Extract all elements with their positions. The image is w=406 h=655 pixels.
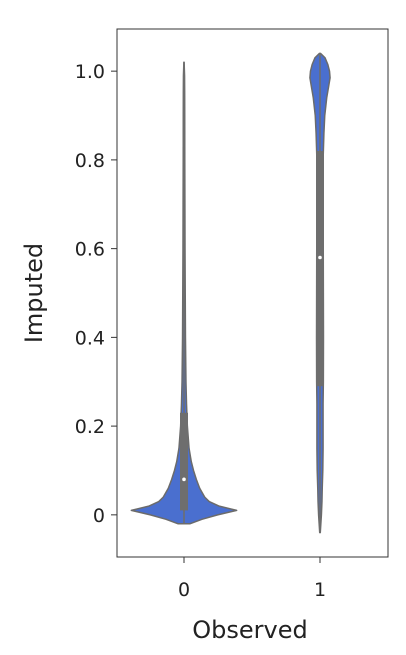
- iqr-box-0: [180, 412, 188, 511]
- y-axis: 0 0.2 0.4 0.6 0.8 1.0: [75, 61, 117, 527]
- y-tick-label: 0.8: [75, 150, 105, 172]
- median-marker-0: [182, 477, 186, 482]
- iqr-box-1: [316, 151, 324, 387]
- x-tick-label: 1: [314, 579, 326, 601]
- y-tick-label: 0.4: [75, 327, 105, 349]
- boxes-layer: [180, 53, 324, 533]
- y-tick-label: 0: [93, 505, 105, 527]
- y-tick-label: 0.6: [75, 239, 105, 261]
- y-tick-label: 0.2: [75, 416, 105, 438]
- median-marker-1: [318, 255, 322, 260]
- plot-frame: [116, 28, 389, 558]
- y-tick-label: 1.0: [75, 61, 105, 83]
- y-axis-label: Imputed: [20, 243, 48, 343]
- x-tick-label: 0: [178, 579, 190, 601]
- x-axis-label: Observed: [192, 616, 307, 644]
